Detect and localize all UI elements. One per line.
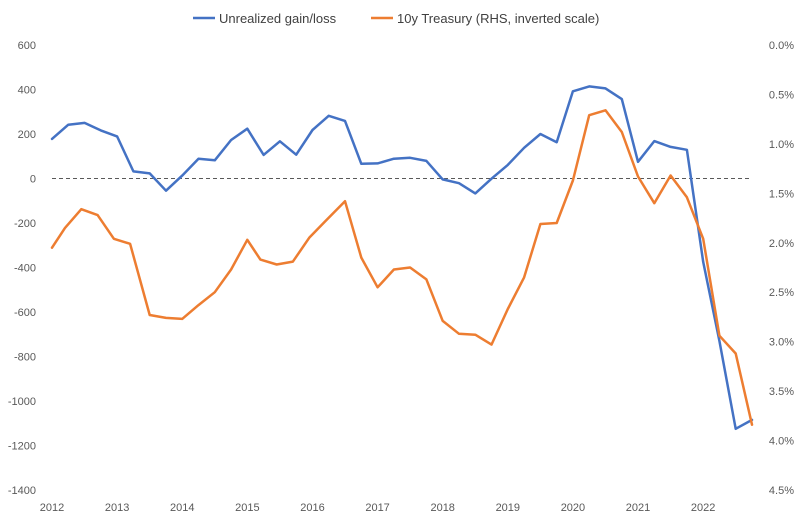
x-axis-tick-label: 2020 <box>561 502 585 514</box>
x-axis-tick-label: 2013 <box>105 502 129 514</box>
x-axis-tick-label: 2014 <box>170 502 194 514</box>
right-axis-tick-label: 1.5% <box>769 188 794 200</box>
right-axis-tick-label: 3.5% <box>769 386 794 398</box>
x-axis-tick-label: 2022 <box>691 502 715 514</box>
left-axis-tick-label: -1200 <box>8 441 36 453</box>
left-axis-tick-label: 200 <box>18 129 36 141</box>
right-axis-tick-label: 0.0% <box>769 40 794 52</box>
x-axis-tick-label: 2012 <box>40 502 64 514</box>
left-axis-tick-label: -1000 <box>8 396 36 408</box>
x-axis-tick-label: 2018 <box>430 502 454 514</box>
right-axis-tick-label: 4.0% <box>769 436 794 448</box>
left-axis-tick-label: 600 <box>18 40 36 52</box>
x-axis-tick-label: 2016 <box>300 502 324 514</box>
series-lines <box>50 85 754 431</box>
x-axis-tick-label: 2015 <box>235 502 259 514</box>
left-axis-tick-labels: 600 400 200 0 -200 -400 -600 -800 -1000 -1200 -140… <box>8 40 36 497</box>
left-axis-tick-label: -600 <box>14 307 36 319</box>
x-axis-tick-label: 2021 <box>626 502 650 514</box>
right-axis-tick-label: 3.0% <box>769 337 794 349</box>
right-axis-tick-label: 2.5% <box>769 287 794 299</box>
legend-label-treasury: 10y Treasury (RHS, inverted scale) <box>397 11 599 26</box>
right-axis-tick-label: 4.5% <box>769 485 794 497</box>
legend: Unrealized gain/loss 10y Treasury (RHS, … <box>193 11 599 26</box>
right-axis-tick-label: 1.0% <box>769 139 794 151</box>
right-axis-tick-label: 0.5% <box>769 89 794 101</box>
left-axis-tick-label: 0 <box>30 174 36 186</box>
right-axis-tick-labels: 0.0% 0.5% 1.0% 1.5% 2.0% 2.5% 3.0% 3.5% 4.0% 4.5% <box>769 40 794 497</box>
left-axis-tick-label: -800 <box>14 352 36 364</box>
series-line-unrealized-gain-loss <box>50 85 754 431</box>
legend-label-unrealized: Unrealized gain/loss <box>219 11 337 26</box>
right-axis-tick-label: 2.0% <box>769 238 794 250</box>
left-axis-tick-label: -1400 <box>8 485 36 497</box>
x-axis-tick-label: 2017 <box>365 502 389 514</box>
x-axis-tick-labels: 2012 2013 2014 2015 2016 2017 2018 2019 2020 2021… <box>40 502 716 514</box>
left-axis-tick-label: -400 <box>14 263 36 275</box>
left-axis-tick-label: 400 <box>18 85 36 97</box>
x-axis-tick-label: 2019 <box>496 502 520 514</box>
series-line-10y-treasury <box>50 109 754 426</box>
left-axis-tick-label: -200 <box>14 218 36 230</box>
